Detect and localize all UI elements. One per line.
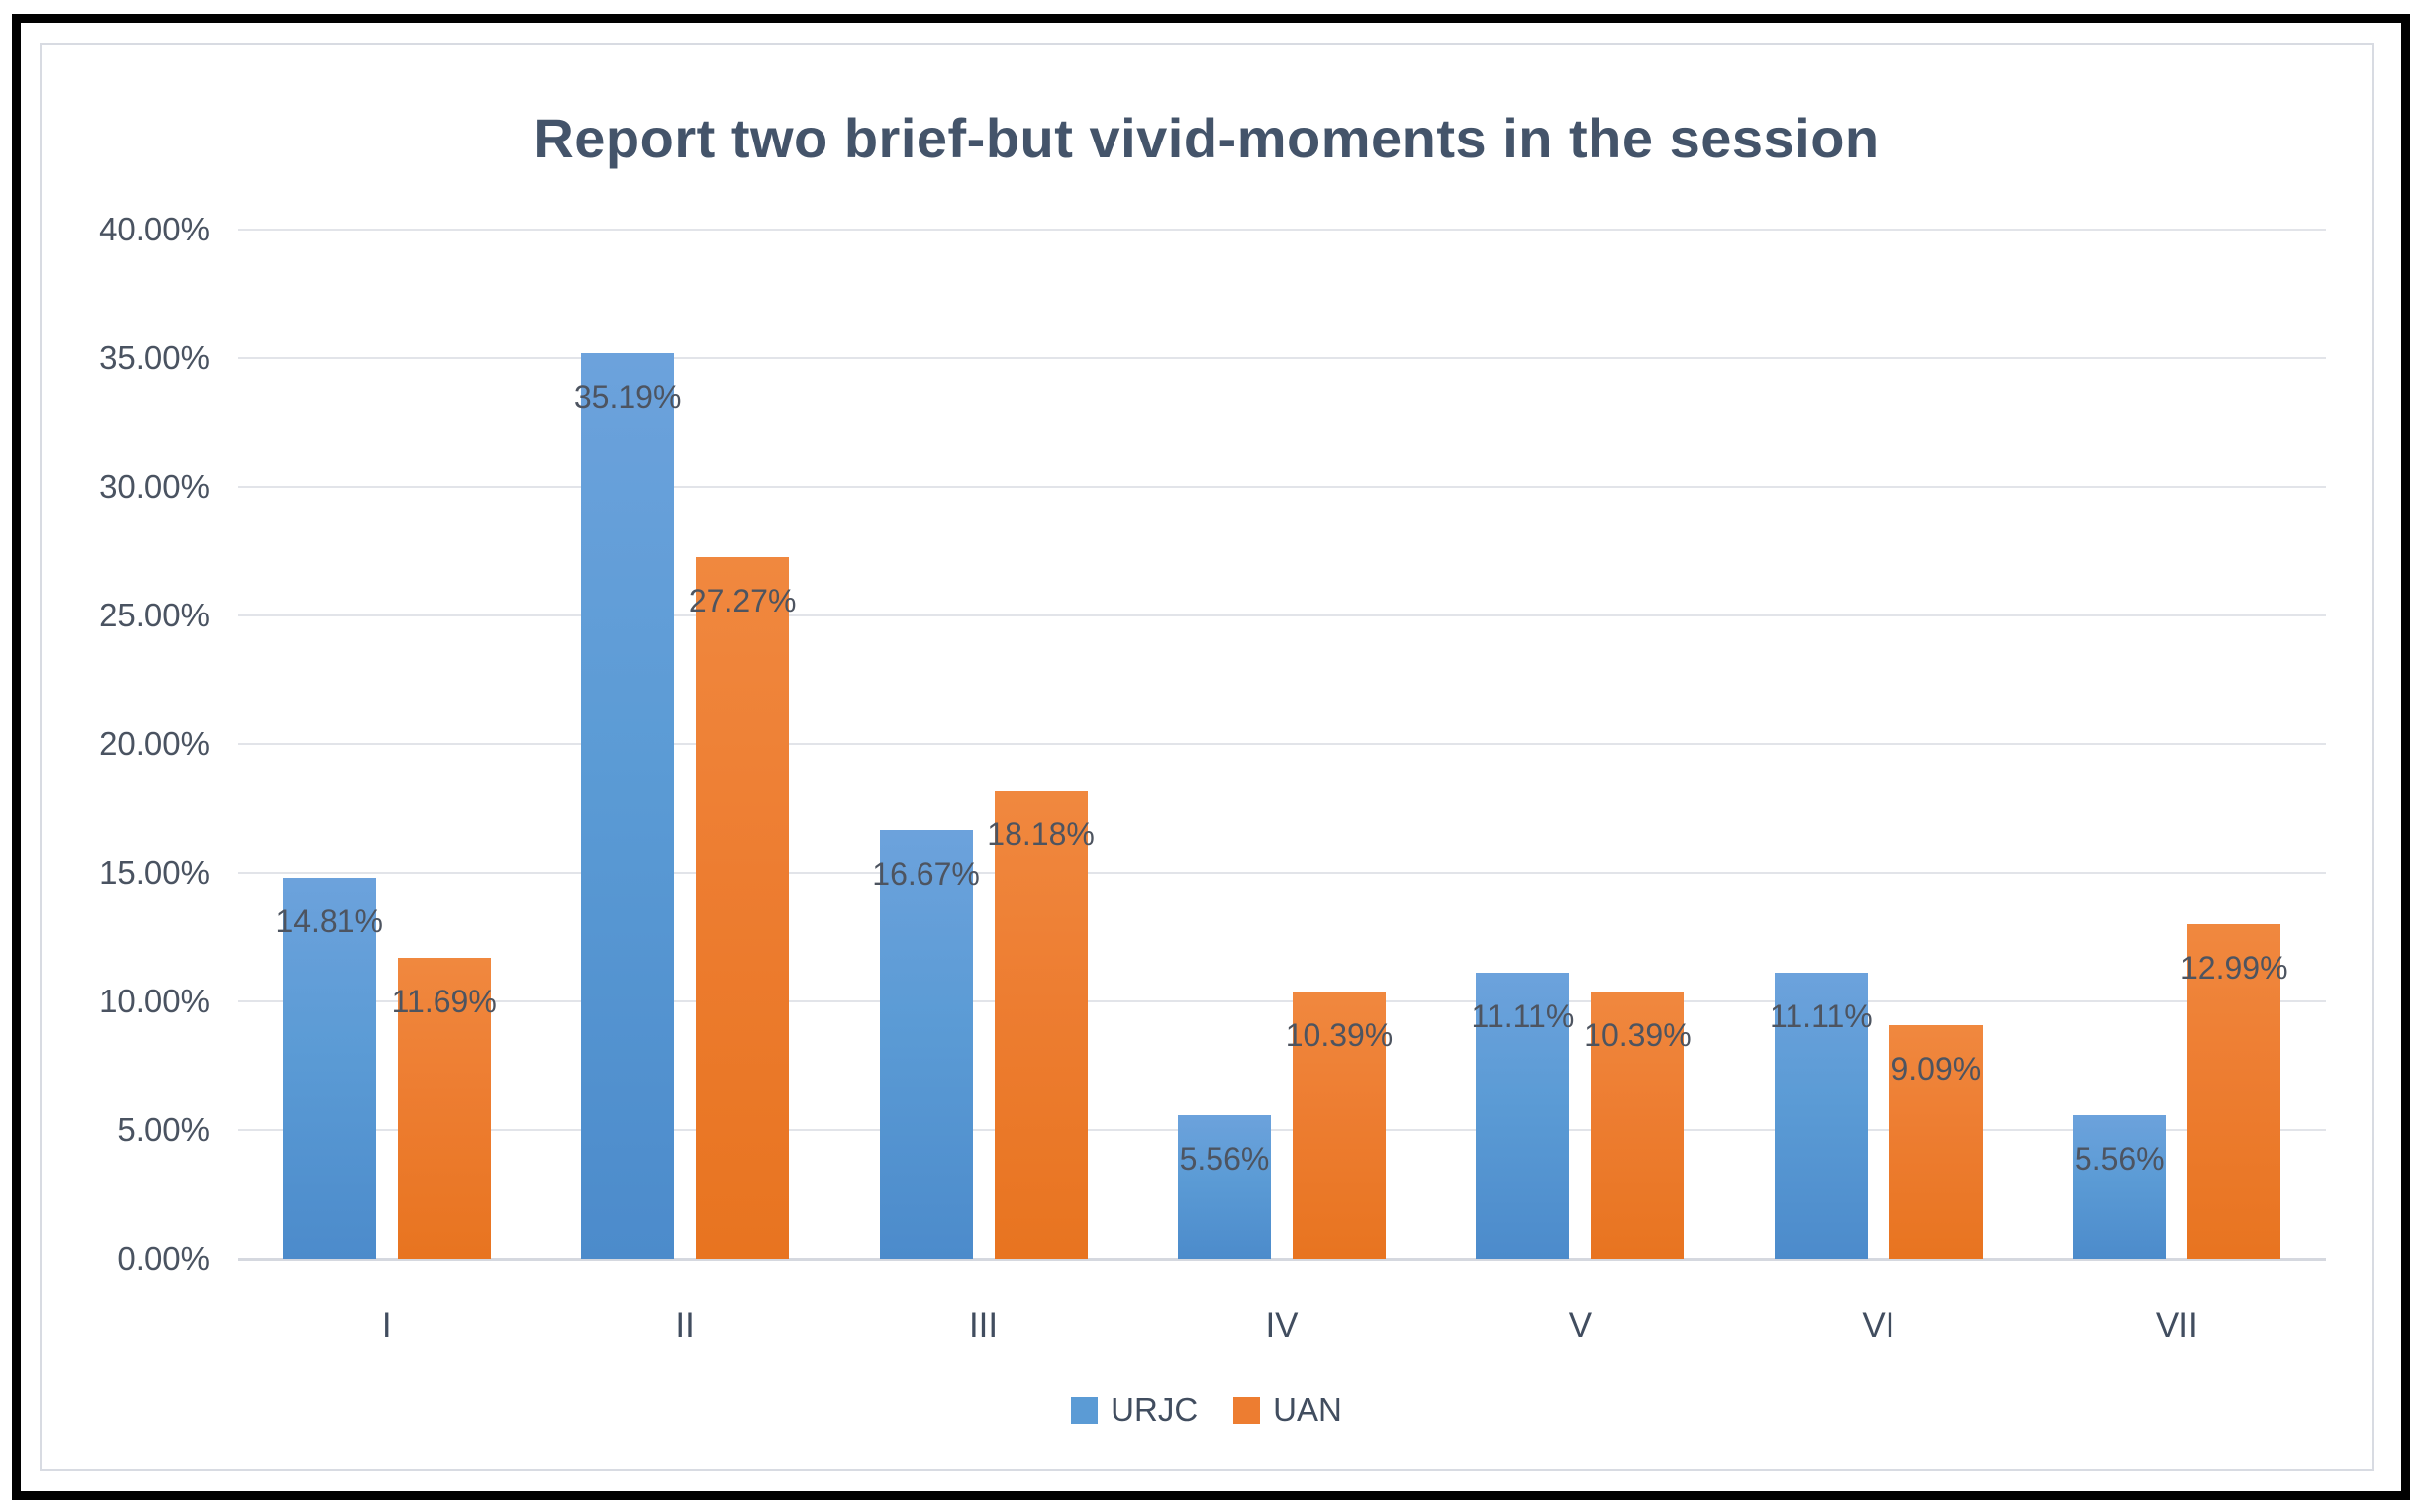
data-label-uan-v: 10.39% <box>1584 1016 1692 1053</box>
bar-uan-i[interactable]: 11.69% <box>392 958 497 1259</box>
bar-group-iv: 5.56% 10.39% <box>1132 230 1430 1259</box>
y-axis-tick-label: 40.00% <box>99 211 210 247</box>
y-axis-tick-label: 20.00% <box>99 725 210 762</box>
data-label-urjc-iii: 16.67% <box>872 855 980 892</box>
gridline <box>238 614 2326 616</box>
image-frame-border: Report two brief-but vivid-moments in th… <box>12 14 2410 1500</box>
y-axis-tick-label: 25.00% <box>99 597 210 633</box>
gridline <box>238 743 2326 745</box>
legend-item-uan[interactable]: UAN <box>1233 1391 1342 1429</box>
data-label-urjc-ii: 35.19% <box>573 379 682 416</box>
bar-uan-iii[interactable]: 18.18% <box>987 791 1095 1259</box>
gridline <box>238 1000 2326 1002</box>
data-label-urjc-i: 14.81% <box>275 902 383 939</box>
bar-urjc-vii[interactable]: 5.56% <box>2073 1115 2167 1259</box>
legend-swatch-uan <box>1233 1396 1261 1424</box>
y-axis-tick-label: 5.00% <box>117 1111 210 1148</box>
y-axis-tick-label: 35.00% <box>99 339 210 376</box>
data-label-urjc-vi: 11.11% <box>1769 998 1873 1035</box>
bar-group-i: 14.81% 11.69% <box>238 230 535 1259</box>
bar-uan-vi[interactable]: 9.09% <box>1889 1024 1983 1259</box>
gridline <box>238 357 2326 359</box>
bar-group-iii: 16.67% 18.18% <box>834 230 1132 1259</box>
legend-label-urjc: URJC <box>1111 1391 1199 1428</box>
y-axis-tick-label: 30.00% <box>99 468 210 505</box>
bar-group-vii: 5.56% 12.99% <box>2028 230 2326 1259</box>
gridline <box>238 1129 2326 1131</box>
gridline <box>238 486 2326 488</box>
data-label-uan-vi: 9.09% <box>1890 1050 1982 1087</box>
bar-urjc-v[interactable]: 11.11% <box>1472 973 1574 1259</box>
data-label-uan-iii: 18.18% <box>987 816 1095 853</box>
data-label-uan-i: 11.69% <box>391 984 497 1020</box>
data-label-urjc-iv: 5.56% <box>1179 1141 1270 1178</box>
chart-container[interactable]: Report two brief-but vivid-moments in th… <box>40 43 2374 1471</box>
bar-uan-iv[interactable]: 10.39% <box>1286 991 1393 1259</box>
chart-title: Report two brief-but vivid-moments in th… <box>533 107 1880 169</box>
bar-uan-vii[interactable]: 12.99% <box>2180 924 2288 1259</box>
bar-group-ii: 35.19% 27.27% <box>535 230 833 1259</box>
x-axis-label-vi: VI <box>1862 1306 1895 1345</box>
x-axis-label-i: I <box>381 1306 392 1345</box>
legend-label-uan: UAN <box>1273 1391 1342 1428</box>
bar-urjc-ii[interactable]: 35.19% <box>574 353 681 1259</box>
gridline <box>238 872 2326 874</box>
bar-group-vi: 11.11% 9.09% <box>1729 230 2027 1259</box>
plot-area: 0.00% 5.00% 10.00% 15.00% 20.00% 25.00% 30.00%… <box>99 211 2326 1345</box>
bar-uan-ii[interactable]: 27.27% <box>689 556 796 1259</box>
x-axis-label-iii: III <box>968 1306 999 1345</box>
data-label-urjc-vii: 5.56% <box>2074 1141 2165 1178</box>
data-label-urjc-v: 11.11% <box>1471 998 1575 1035</box>
data-label-uan-vii: 12.99% <box>2180 950 2288 987</box>
y-axis-tick-label: 10.00% <box>99 983 210 1019</box>
x-axis-label-ii: II <box>675 1306 695 1345</box>
data-label-uan-ii: 27.27% <box>688 582 797 618</box>
x-axis-label-vii: VII <box>2155 1306 2198 1345</box>
bar-group-v: 11.11% 10.39% <box>1431 230 1729 1259</box>
legend: URJC UAN <box>42 1391 2372 1429</box>
bar-urjc-vi[interactable]: 11.11% <box>1770 973 1873 1259</box>
x-axis-label-v: V <box>1568 1306 1593 1345</box>
y-axis-tick-label: 0.00% <box>117 1240 210 1276</box>
legend-item-urjc[interactable]: URJC <box>1071 1391 1198 1429</box>
gridline <box>238 229 2326 231</box>
x-axis-label-iv: IV <box>1265 1306 1299 1345</box>
legend-swatch-urjc <box>1071 1396 1099 1424</box>
gridline <box>238 1258 2326 1261</box>
y-axis-tick-label: 15.00% <box>99 854 210 891</box>
data-label-uan-iv: 10.39% <box>1285 1016 1394 1053</box>
bar-urjc-iii[interactable]: 16.67% <box>872 829 980 1259</box>
bar-urjc-iv[interactable]: 5.56% <box>1177 1115 1271 1259</box>
bar-uan-v[interactable]: 10.39% <box>1584 991 1692 1259</box>
bar-urjc-i[interactable]: 14.81% <box>275 877 383 1259</box>
